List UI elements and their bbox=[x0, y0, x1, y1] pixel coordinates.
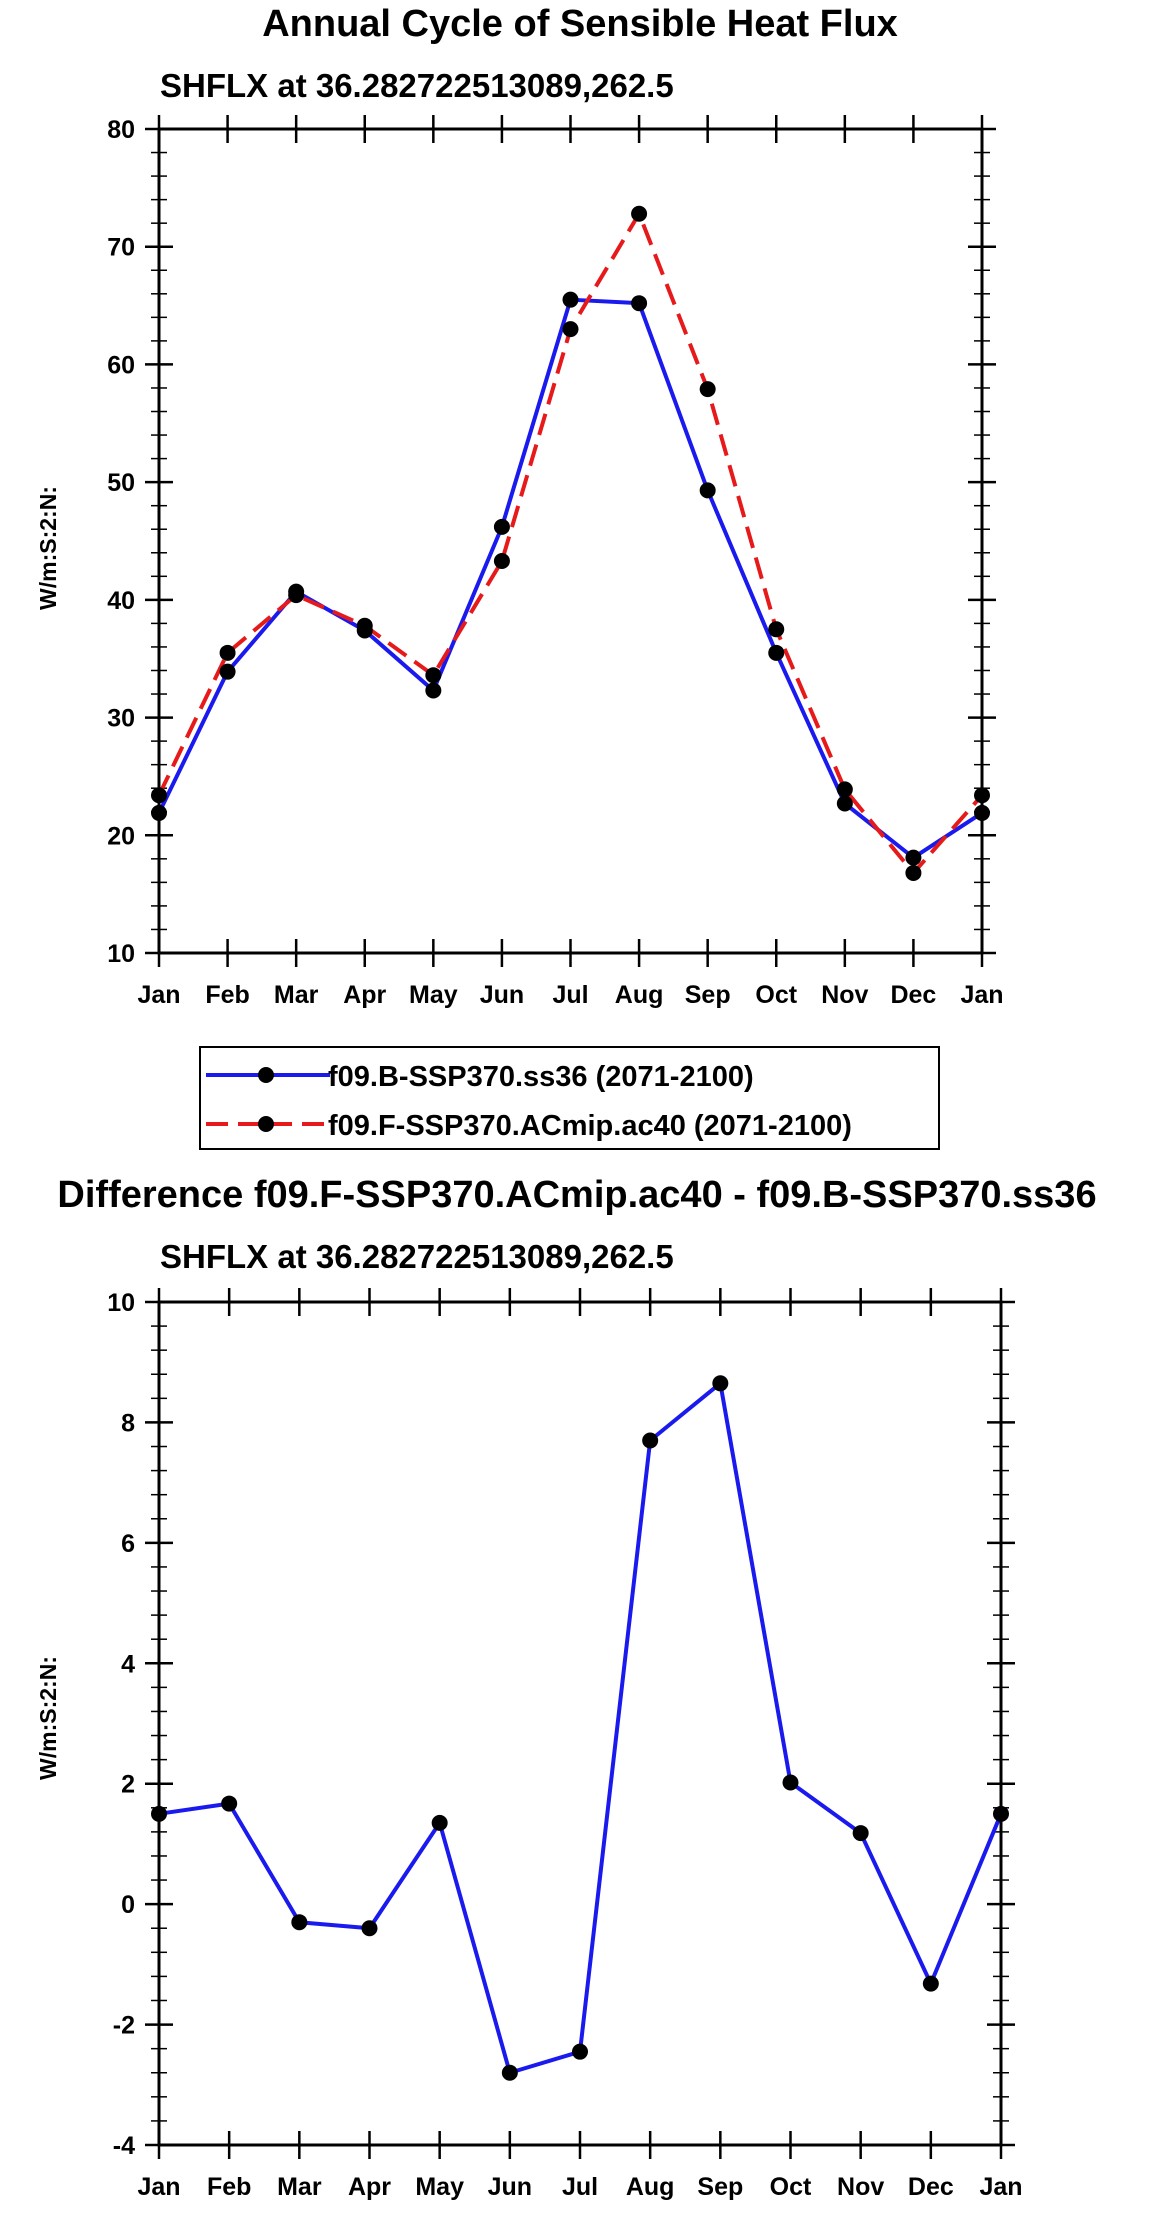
plot-frame bbox=[157, 1300, 1003, 2147]
x-tick-label: Apr bbox=[343, 981, 386, 1009]
chart2-subtitle: SHFLX at 36.282722513089,262.5 bbox=[160, 1238, 674, 1275]
x-tick-label: Apr bbox=[348, 2173, 391, 2201]
series-line-1 bbox=[157, 297, 984, 860]
data-point-series-1 bbox=[631, 295, 648, 312]
data-point-series-1 bbox=[642, 1432, 659, 1449]
legend-marker-series-1 bbox=[258, 1067, 274, 1083]
series-line-2 bbox=[157, 211, 984, 875]
data-point-series-1 bbox=[562, 291, 579, 308]
y-tick-label: 4 bbox=[121, 1650, 135, 1678]
data-point-series-1 bbox=[905, 849, 922, 866]
chart2-plot: -4 -2 0 2 4 6 8 10 Jan Feb Mar Apr May Jun Jul Aug Sep Oc… bbox=[107, 1288, 1023, 2201]
y-tick-label: 50 bbox=[107, 469, 135, 497]
x-tick-label: Jul bbox=[552, 981, 588, 1009]
data-point-series-2 bbox=[562, 321, 579, 338]
data-point-series-1 bbox=[151, 1805, 167, 1822]
data-point-series-1 bbox=[361, 1920, 378, 1937]
y-tick-label: -2 bbox=[113, 2012, 135, 2040]
x-tick-label: Feb bbox=[207, 2173, 251, 2201]
plot-frame bbox=[157, 127, 984, 955]
data-point-series-2 bbox=[905, 864, 922, 881]
y-tick-label: 40 bbox=[107, 587, 135, 615]
data-point-series-1 bbox=[782, 1774, 799, 1791]
data-point-series-2 bbox=[493, 553, 510, 570]
y-tick-label: 10 bbox=[107, 940, 135, 968]
data-point-series-2 bbox=[836, 781, 853, 798]
x-tick-label: Dec bbox=[908, 2173, 954, 2201]
y-tick-label: 8 bbox=[121, 1409, 135, 1437]
y-tick-label: 30 bbox=[107, 705, 135, 733]
x-tick-label: Oct bbox=[755, 981, 797, 1009]
legend-marker-series-2 bbox=[258, 1116, 274, 1132]
data-point-series-1 bbox=[151, 804, 167, 821]
data-point-series-2 bbox=[151, 787, 167, 804]
y-tick-label: 2 bbox=[121, 1771, 135, 1799]
x-tick-label: Aug bbox=[626, 2173, 675, 2201]
x-tick-label: Sep bbox=[697, 2173, 743, 2201]
chart1-legend: f09.B-SSP370.ss36 (2071-2100) f09.F-SSP3… bbox=[199, 1046, 940, 1150]
chart1-ylabel: W/m:S:2:N: bbox=[35, 486, 61, 610]
data-point-series-2 bbox=[425, 667, 442, 684]
data-point-series-1 bbox=[852, 1825, 869, 1842]
data-point-series-1 bbox=[219, 663, 236, 680]
y-tick-label: 70 bbox=[107, 234, 135, 262]
data-point-series-2 bbox=[699, 381, 716, 398]
x-tick-label: May bbox=[415, 2173, 464, 2201]
data-point-series-2 bbox=[288, 587, 305, 604]
data-point-series-2 bbox=[219, 644, 236, 661]
x-tick-label: Jan bbox=[137, 2173, 180, 2201]
y-tick-label: 20 bbox=[107, 822, 135, 850]
x-tick-label: Feb bbox=[205, 981, 249, 1009]
x-tick-label: Dec bbox=[890, 981, 936, 1009]
data-point-series-1 bbox=[291, 1914, 308, 1931]
chart2-title: Difference f09.F-SSP370.ACmip.ac40 - f09… bbox=[57, 1174, 1096, 1216]
legend-box bbox=[199, 1046, 940, 1150]
x-tick-label: Sep bbox=[685, 981, 731, 1009]
data-point-series-2 bbox=[631, 205, 648, 222]
data-point-series-1 bbox=[493, 518, 510, 535]
x-tick-label: Jan bbox=[137, 981, 180, 1009]
data-point-series-2 bbox=[356, 617, 373, 634]
data-point-series-1 bbox=[836, 795, 853, 812]
data-point-series-1 bbox=[768, 644, 785, 661]
x-tick-label: Jul bbox=[562, 2173, 598, 2201]
data-point-series-1 bbox=[425, 682, 442, 699]
data-point-series-1 bbox=[699, 482, 716, 499]
y-tick-label: -4 bbox=[113, 2132, 135, 2160]
chart1-plot: 10 20 30 40 50 60 70 80 Jan Feb Mar Apr May Jun Jul Aug… bbox=[107, 115, 1004, 1009]
data-point-series-2 bbox=[768, 621, 785, 638]
y-tick-label: 0 bbox=[121, 1891, 135, 1919]
legend-label-series-1: f09.B-SSP370.ss36 (2071-2100) bbox=[328, 1061, 754, 1093]
y-tick-label: 60 bbox=[107, 351, 135, 379]
data-point-series-1 bbox=[221, 1795, 238, 1812]
data-point-series-1 bbox=[501, 2064, 518, 2081]
x-tick-label: Jan bbox=[979, 2173, 1022, 2201]
x-tick-label: Jun bbox=[488, 2173, 532, 2201]
x-tick-label: Jan bbox=[960, 981, 1003, 1009]
data-point-series-1 bbox=[712, 1375, 729, 1392]
x-tick-label: May bbox=[409, 981, 458, 1009]
x-tick-label: Mar bbox=[274, 981, 319, 1009]
x-tick-label: Jun bbox=[480, 981, 524, 1009]
series-line-1 bbox=[158, 1381, 1003, 2075]
y-tick-label: 10 bbox=[107, 1289, 135, 1317]
data-point-series-1 bbox=[974, 804, 990, 821]
x-tick-label: Nov bbox=[837, 2173, 884, 2201]
data-point-series-1 bbox=[572, 2043, 588, 2060]
chart1-subtitle: SHFLX at 36.282722513089,262.5 bbox=[160, 67, 674, 104]
data-point-series-1 bbox=[922, 1975, 939, 1992]
chart1-title: Annual Cycle of Sensible Heat Flux bbox=[262, 3, 898, 45]
data-point-series-2 bbox=[974, 787, 990, 804]
data-point-series-1 bbox=[431, 1814, 448, 1831]
x-tick-label: Nov bbox=[821, 981, 868, 1009]
y-tick-label: 6 bbox=[121, 1530, 135, 1558]
x-tick-label: Aug bbox=[615, 981, 664, 1009]
x-tick-label: Mar bbox=[277, 2173, 322, 2201]
x-tick-label: Oct bbox=[770, 2173, 812, 2201]
chart2-ylabel: W/m:S:2:N: bbox=[35, 1656, 61, 1780]
legend-label-series-2: f09.F-SSP370.ACmip.ac40 (2071-2100) bbox=[328, 1110, 852, 1142]
y-tick-label: 80 bbox=[107, 116, 135, 144]
data-point-series-1 bbox=[993, 1805, 1009, 1822]
